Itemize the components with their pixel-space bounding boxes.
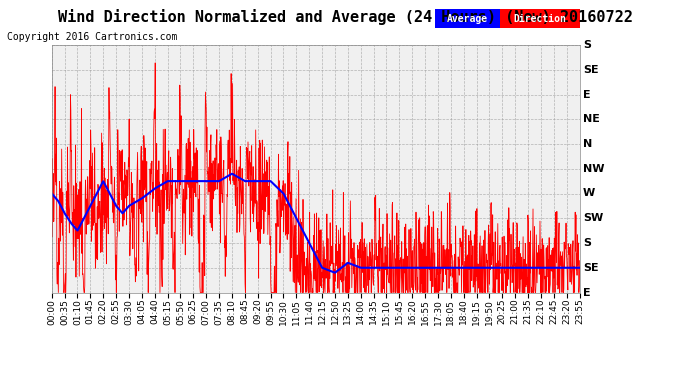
Text: W: W [583, 189, 595, 198]
Text: S: S [583, 238, 591, 248]
Text: NW: NW [583, 164, 604, 174]
Text: Wind Direction Normalized and Average (24 Hours) (New) 20160722: Wind Direction Normalized and Average (2… [57, 9, 633, 26]
Text: Direction: Direction [513, 14, 566, 24]
Text: E: E [583, 90, 591, 99]
Text: Copyright 2016 Cartronics.com: Copyright 2016 Cartronics.com [7, 32, 177, 42]
Text: Average: Average [447, 14, 488, 24]
Text: SE: SE [583, 65, 599, 75]
Text: SE: SE [583, 263, 599, 273]
Text: SW: SW [583, 213, 603, 223]
Text: N: N [583, 139, 592, 149]
Text: E: E [583, 288, 591, 297]
Text: NE: NE [583, 114, 600, 124]
Text: S: S [583, 40, 591, 50]
